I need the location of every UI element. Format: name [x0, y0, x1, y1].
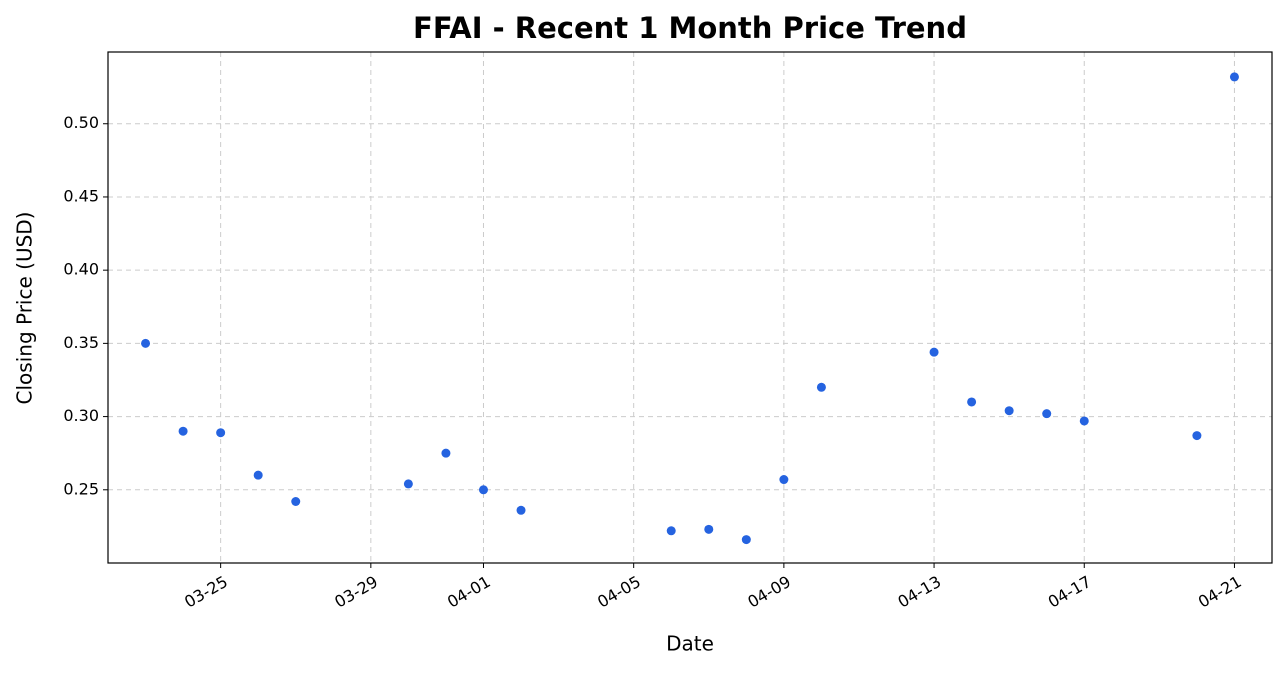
y-tick-label: 0.25 — [63, 479, 99, 498]
y-tick-label: 0.40 — [63, 260, 99, 279]
price-marker — [291, 497, 301, 507]
x-tick-label: 04-09 — [744, 572, 794, 612]
x-tick-label: 04-05 — [594, 572, 644, 612]
price-marker — [141, 338, 151, 348]
y-tick-label: 0.50 — [63, 113, 99, 132]
y-tick-label: 0.35 — [63, 333, 99, 352]
price-marker — [704, 524, 714, 534]
price-marker — [403, 479, 413, 489]
price-marker — [253, 470, 263, 480]
price-marker — [1192, 431, 1202, 441]
x-tick-label: 03-29 — [331, 572, 381, 612]
price-marker — [516, 505, 526, 515]
price-marker — [216, 428, 226, 438]
price-marker — [779, 475, 789, 485]
x-axis-label: Date — [666, 632, 714, 656]
price-marker — [441, 448, 451, 458]
price-marker — [929, 347, 939, 357]
x-tick-label: 03-25 — [181, 572, 231, 612]
x-tick-label: 04-13 — [895, 572, 945, 612]
y-tick-label: 0.30 — [63, 406, 99, 425]
plot-frame — [107, 51, 1273, 564]
price-marker — [1004, 406, 1014, 416]
y-tick-label: 0.45 — [63, 186, 99, 205]
price-marker — [1229, 72, 1239, 82]
price-marker — [967, 397, 977, 407]
x-tick-label: 04-01 — [444, 572, 494, 612]
price-marker — [478, 485, 488, 495]
y-axis-label: Closing Price (USD) — [13, 212, 37, 405]
price-marker — [666, 526, 676, 536]
chart-title: FFAI - Recent 1 Month Price Trend — [413, 11, 967, 45]
price-marker — [741, 535, 751, 545]
price-marker — [816, 382, 826, 392]
x-tick-label: 04-17 — [1045, 572, 1095, 612]
price-marker — [1079, 416, 1089, 426]
price-marker — [1042, 409, 1052, 419]
x-tick-label: 04-21 — [1195, 572, 1245, 612]
price-marker — [178, 426, 188, 436]
